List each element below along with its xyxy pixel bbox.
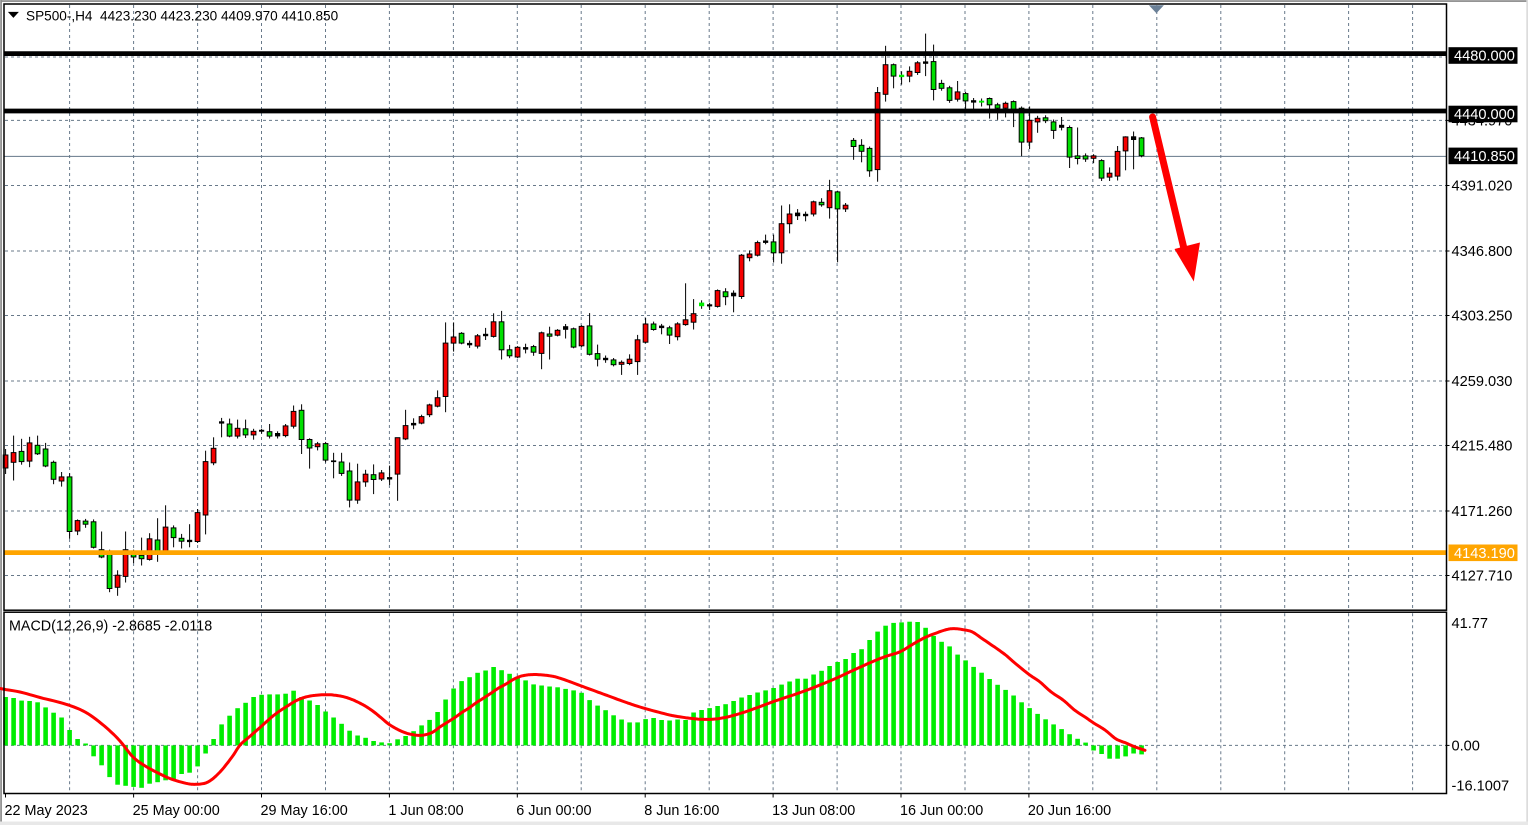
svg-text:6 Jun 00:00: 6 Jun 00:00 xyxy=(516,803,591,819)
svg-text:4410.850: 4410.850 xyxy=(1454,149,1515,165)
svg-text:13 Jun 08:00: 13 Jun 08:00 xyxy=(772,803,855,819)
svg-text:29 May 16:00: 29 May 16:00 xyxy=(261,803,348,819)
svg-text:4346.800: 4346.800 xyxy=(1452,244,1513,260)
svg-text:-16.1007: -16.1007 xyxy=(1452,779,1510,795)
svg-text:8 Jun 16:00: 8 Jun 16:00 xyxy=(644,803,719,819)
svg-text:4215.480: 4215.480 xyxy=(1452,439,1513,455)
svg-text:41.77: 41.77 xyxy=(1452,616,1489,632)
svg-text:4259.030: 4259.030 xyxy=(1452,374,1513,390)
svg-text:1 Jun 08:00: 1 Jun 08:00 xyxy=(388,803,463,819)
svg-text:4391.020: 4391.020 xyxy=(1452,179,1513,195)
svg-text:22 May 2023: 22 May 2023 xyxy=(5,803,88,819)
svg-text:4303.250: 4303.250 xyxy=(1452,309,1513,325)
svg-text:SP500-,H4 4423.230 4423.230 4: SP500-,H4 4423.230 4423.230 4409.970 441… xyxy=(26,9,339,24)
svg-text:4143.190: 4143.190 xyxy=(1454,546,1515,562)
svg-text:4440.000: 4440.000 xyxy=(1454,107,1515,123)
svg-text:0.00: 0.00 xyxy=(1452,739,1480,755)
svg-text:4480.000: 4480.000 xyxy=(1454,49,1515,65)
svg-text:4171.260: 4171.260 xyxy=(1452,504,1513,520)
svg-text:20 Jun 16:00: 20 Jun 16:00 xyxy=(1028,803,1111,819)
svg-text:25 May 00:00: 25 May 00:00 xyxy=(133,803,220,819)
svg-text:16 Jun 00:00: 16 Jun 00:00 xyxy=(900,803,983,819)
svg-text:MACD(12,26,9) -2.8685 -2.0118: MACD(12,26,9) -2.8685 -2.0118 xyxy=(9,619,212,635)
svg-text:4127.710: 4127.710 xyxy=(1452,569,1513,585)
